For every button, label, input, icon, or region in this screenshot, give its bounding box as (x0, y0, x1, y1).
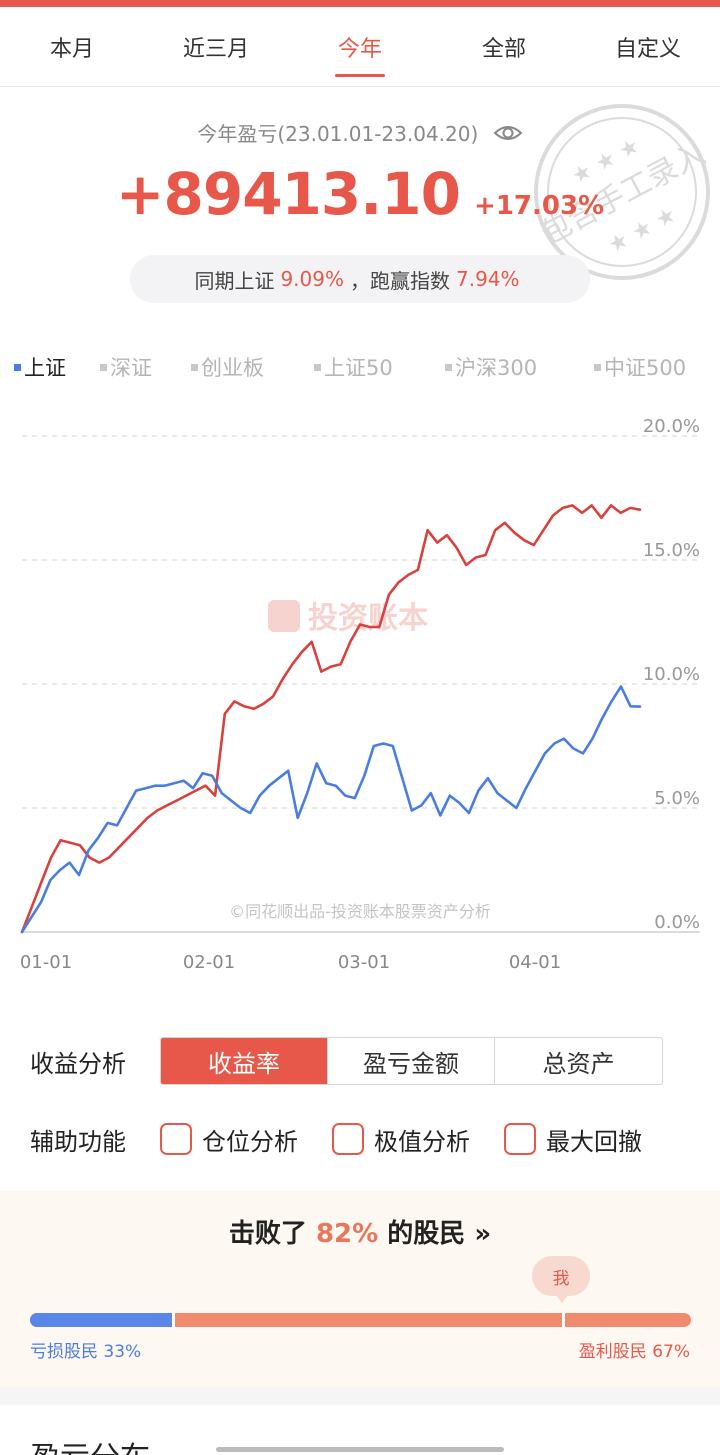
x-tick-label: 04-01 (509, 952, 561, 973)
profit-amount-button[interactable]: 盈亏金额 (328, 1038, 495, 1084)
shanghai-index-line (20, 685, 642, 934)
segment-divider (171, 1313, 175, 1327)
beat-percent: 82% (315, 1219, 379, 1249)
watermark-logo-icon (268, 600, 300, 632)
legend-sse50[interactable]: 上证50 (314, 352, 393, 382)
profit-amount: +89413.10 (115, 160, 461, 228)
top-accent-bar (0, 0, 720, 7)
index-return: 9.09% (280, 267, 344, 291)
tab-this-year[interactable]: 今年 (288, 7, 432, 87)
x-tick-label: 01-01 (20, 952, 72, 973)
aux-functions-label: 辅助功能 (30, 1127, 126, 1156)
max-drawdown-checkbox[interactable] (504, 1123, 536, 1155)
y-tick-label: 15.0% (643, 540, 700, 561)
y-tick-label: 20.0% (643, 416, 700, 437)
portfolio-return-line (20, 504, 642, 934)
position-analysis-option[interactable]: 仓位分析 (160, 1122, 298, 1157)
beat-index-value: 7.94% (456, 267, 520, 291)
return-line-chart[interactable]: 投资账本 ©同花顺出品-投资账本股票资产分析 20.0% 15.0% 10.0% 5.0%… (0, 400, 720, 990)
tab-custom[interactable]: 自定义 (614, 37, 681, 62)
profit-percent: +17.03% (474, 191, 605, 221)
eye-icon[interactable] (493, 123, 523, 148)
loss-investors-label: 亏损股民 33% (30, 1342, 142, 1362)
section-divider (0, 1387, 720, 1405)
total-assets-button[interactable]: 总资产 (542, 1049, 615, 1078)
active-tab-indicator (335, 74, 385, 77)
my-position-tick (562, 1313, 566, 1327)
return-analysis-label: 收益分析 (30, 1049, 126, 1078)
tab-all[interactable]: 全部 (481, 37, 526, 62)
period-tabs: 本月 近三月 今年 全部 自定义 (0, 7, 720, 87)
beat-investors-title: 击败了 82% 的股民 » (228, 1219, 492, 1249)
position-analysis-checkbox[interactable] (160, 1123, 192, 1155)
investor-distribution-bar (30, 1313, 691, 1327)
return-analysis-row: 收益分析 收益率 盈亏金额 总资产 (30, 1037, 663, 1085)
legend-csi500[interactable]: 中证500 (594, 352, 686, 382)
y-tick-label: 5.0% (654, 788, 700, 809)
x-tick-label: 02-01 (183, 952, 235, 973)
chart-copyright-caption: ©同花顺出品-投资账本股票资产分析 (229, 902, 491, 921)
scroll-indicator (216, 1447, 504, 1452)
profit-figure: +89413.10 +17.03% (0, 160, 720, 228)
index-legend: 上证 深证 创业板 上证50 沪深300 中证500 (0, 352, 720, 384)
tab-three-months[interactable]: 近三月 (182, 37, 249, 62)
extreme-value-option[interactable]: 极值分析 (332, 1122, 470, 1157)
profit-distribution-title: 盈亏分布 (30, 1433, 150, 1455)
loss-investors-segment (30, 1313, 172, 1327)
extreme-value-checkbox[interactable] (332, 1123, 364, 1155)
period-profit-title: 今年盈亏(23.01.01-23.04.20) (0, 118, 720, 148)
x-tick-label: 03-01 (338, 952, 390, 973)
chevron-right-icon: » (474, 1219, 492, 1249)
manual-entry-stamp: ★ ★ ★ 包含手工录入 ★ ★ ★ (534, 104, 711, 280)
beat-investors-card[interactable]: 击败了 82% 的股民 » 我 亏损股民 33% 盈利股民 67% (0, 1191, 720, 1387)
y-tick-label: 10.0% (643, 664, 700, 685)
my-position-marker: 我 (532, 1256, 590, 1303)
return-rate-button[interactable]: 收益率 (161, 1038, 328, 1084)
watermark-logo-text: 投资账本 (308, 601, 428, 636)
y-tick-label: 0.0% (654, 912, 700, 933)
legend-shanghai[interactable]: 上证 (14, 352, 66, 382)
profit-investors-label: 盈利股民 67% (578, 1342, 690, 1362)
legend-csi300[interactable]: 沪深300 (445, 352, 537, 382)
tab-this-month[interactable]: 本月 (49, 37, 94, 62)
index-comparison: 同期上证 9.09% ，跑赢指数 7.94% (130, 255, 590, 303)
analysis-segmented-control: 收益率 盈亏金额 总资产 (160, 1037, 663, 1085)
aux-functions-row: 辅助功能 仓位分析 极值分析 最大回撤 (30, 1117, 676, 1161)
legend-chinext[interactable]: 创业板 (191, 352, 264, 382)
legend-shenzhen[interactable]: 深证 (100, 352, 152, 382)
max-drawdown-option[interactable]: 最大回撤 (504, 1122, 642, 1157)
